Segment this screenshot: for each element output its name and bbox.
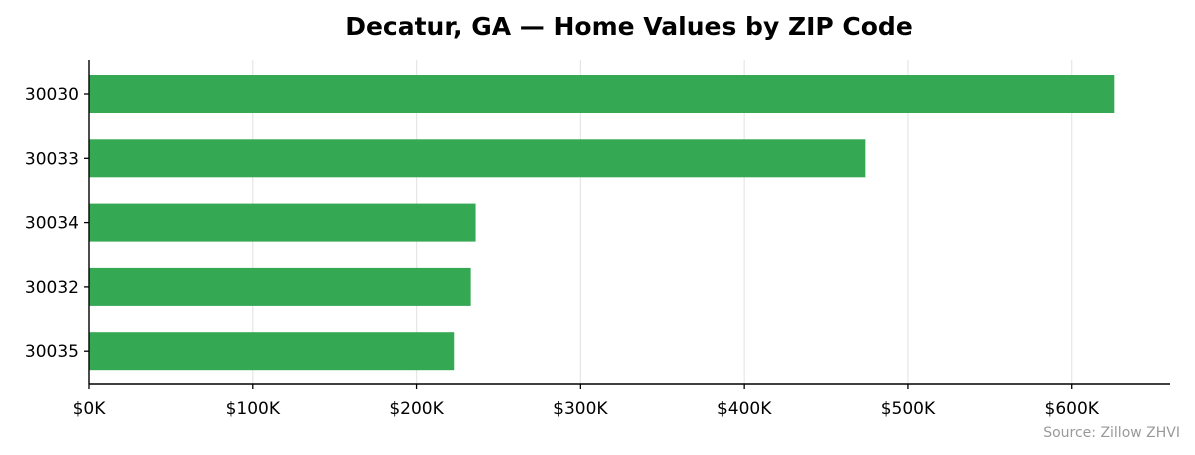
y-tick-label: 30034 bbox=[25, 214, 79, 234]
bars bbox=[89, 75, 1115, 371]
x-tick-label: $500K bbox=[881, 399, 936, 419]
y-tick-label: 30032 bbox=[25, 278, 79, 298]
x-tick-label: $0K bbox=[73, 399, 107, 419]
bar-30035 bbox=[89, 332, 455, 371]
y-tick-label: 30030 bbox=[25, 85, 79, 105]
x-tick-label: $200K bbox=[389, 399, 444, 419]
x-tick-label: $400K bbox=[717, 399, 772, 419]
bar-30030 bbox=[89, 75, 1115, 113]
axes bbox=[84, 60, 1170, 389]
x-tick-label: $100K bbox=[226, 399, 281, 419]
bar-30034 bbox=[89, 203, 476, 242]
y-tick-label: 30033 bbox=[25, 149, 79, 169]
bar-30033 bbox=[89, 139, 866, 178]
x-tick-label: $300K bbox=[553, 399, 608, 419]
source-note: Source: Zillow ZHVI bbox=[1043, 425, 1180, 441]
bar-30032 bbox=[89, 267, 471, 306]
grid-lines bbox=[252, 60, 1073, 384]
x-tick-label: $600K bbox=[1045, 399, 1100, 419]
y-tick-label: 30035 bbox=[25, 342, 79, 362]
tick-labels: 30030 30033 30034 30032 30035 $0K $100K $200K $3… bbox=[25, 85, 1100, 419]
chart-title: Decatur, GA — Home Values by ZIP Code bbox=[345, 12, 913, 41]
